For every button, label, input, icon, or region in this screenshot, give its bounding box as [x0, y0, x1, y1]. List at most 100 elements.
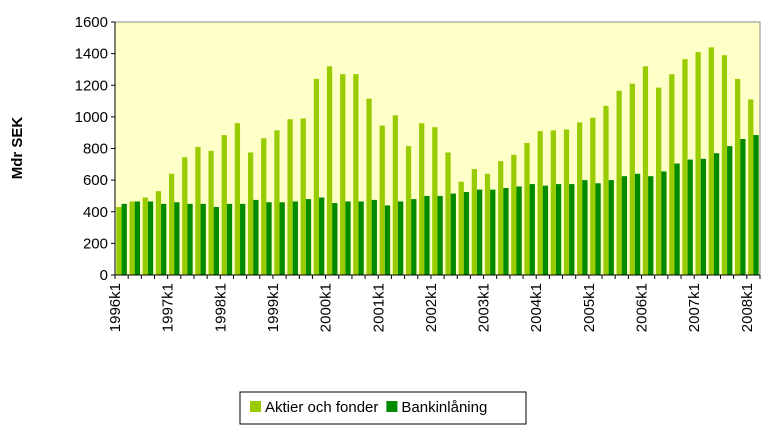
bar	[182, 157, 188, 275]
bar	[563, 129, 570, 275]
x-tick-label: 2004k1	[528, 283, 545, 332]
x-tick-label: 1998k1	[212, 283, 229, 332]
bar	[734, 78, 741, 275]
legend-swatch	[386, 401, 398, 412]
y-tick-label: 600	[83, 172, 108, 189]
bar	[582, 180, 588, 275]
bar	[424, 195, 430, 275]
bar	[187, 203, 193, 275]
bar	[550, 130, 556, 275]
bar	[590, 117, 596, 276]
x-tick-label: 1997k1	[160, 283, 177, 332]
bar	[279, 202, 285, 275]
x-tick-label: 2002k1	[423, 283, 440, 332]
bar	[445, 152, 451, 275]
bar	[240, 203, 246, 275]
bar	[577, 122, 583, 275]
bar	[300, 118, 306, 275]
bar	[353, 74, 359, 276]
bar	[595, 183, 601, 275]
bar	[319, 197, 325, 275]
bar	[121, 203, 127, 275]
x-tick-label: 2006k1	[634, 283, 651, 332]
x-tick-label: 2008k1	[739, 283, 756, 332]
bar	[432, 127, 438, 275]
bar	[358, 201, 364, 275]
bar	[603, 105, 609, 276]
y-axis-label: Mdr SEK	[9, 117, 26, 180]
y-tick-label: 0	[100, 267, 108, 284]
bar	[147, 201, 154, 275]
bar	[476, 189, 483, 275]
x-tick-label: 1996k1	[107, 283, 124, 332]
bar	[340, 74, 346, 276]
bar	[569, 184, 575, 275]
bar	[555, 184, 562, 275]
bar	[537, 131, 543, 275]
legend-label: Bankinlåning	[401, 399, 487, 416]
bar	[326, 66, 333, 276]
bar	[669, 74, 675, 276]
bar	[168, 173, 175, 275]
y-tick-label: 200	[83, 235, 108, 252]
bar	[490, 189, 496, 275]
bar	[748, 99, 754, 275]
bar	[234, 123, 241, 275]
bar	[398, 201, 404, 275]
bar	[682, 59, 688, 275]
bar	[129, 201, 135, 275]
bar	[542, 185, 549, 275]
x-tick-label: 2003k1	[476, 283, 493, 332]
bar	[700, 158, 707, 275]
bar	[371, 199, 377, 275]
bar	[384, 205, 391, 275]
bar	[247, 152, 254, 275]
y-tick-label: 1000	[75, 109, 108, 126]
bar	[134, 201, 141, 275]
bar	[648, 176, 654, 275]
bar	[287, 119, 293, 275]
bar	[200, 203, 206, 275]
bar	[634, 173, 641, 275]
bar	[292, 201, 298, 275]
bar	[155, 191, 162, 275]
bar	[629, 83, 635, 275]
bar	[608, 180, 614, 275]
bar	[471, 169, 477, 275]
bar	[516, 186, 522, 275]
bar	[266, 202, 272, 275]
bar	[411, 199, 417, 275]
bar	[713, 153, 720, 275]
bar	[458, 181, 464, 275]
bar	[379, 125, 385, 276]
bar	[524, 142, 530, 275]
y-tick-label: 800	[83, 141, 108, 158]
y-tick-label: 1200	[75, 77, 108, 94]
bar	[305, 199, 312, 275]
y-tick-label: 1600	[75, 14, 108, 31]
x-tick-label: 2005k1	[581, 283, 598, 332]
x-tick-label: 2007k1	[686, 283, 703, 332]
x-tick-label: 1999k1	[265, 283, 282, 332]
y-tick-label: 1400	[75, 46, 108, 63]
bar	[463, 191, 470, 275]
bar	[419, 123, 425, 275]
bar	[727, 146, 733, 275]
bar	[226, 203, 233, 275]
x-tick-label: 2000k1	[318, 283, 335, 332]
bar	[529, 184, 535, 275]
bar	[195, 146, 201, 275]
legend-swatch	[250, 401, 261, 412]
legend-box	[239, 391, 527, 425]
bar	[437, 195, 443, 275]
bar	[616, 90, 622, 275]
bar	[213, 207, 219, 275]
bar	[366, 98, 372, 275]
bar	[392, 115, 399, 275]
bar	[661, 171, 667, 275]
bar	[740, 139, 746, 275]
bar	[450, 193, 456, 275]
bar	[261, 138, 267, 275]
bar	[142, 197, 148, 275]
